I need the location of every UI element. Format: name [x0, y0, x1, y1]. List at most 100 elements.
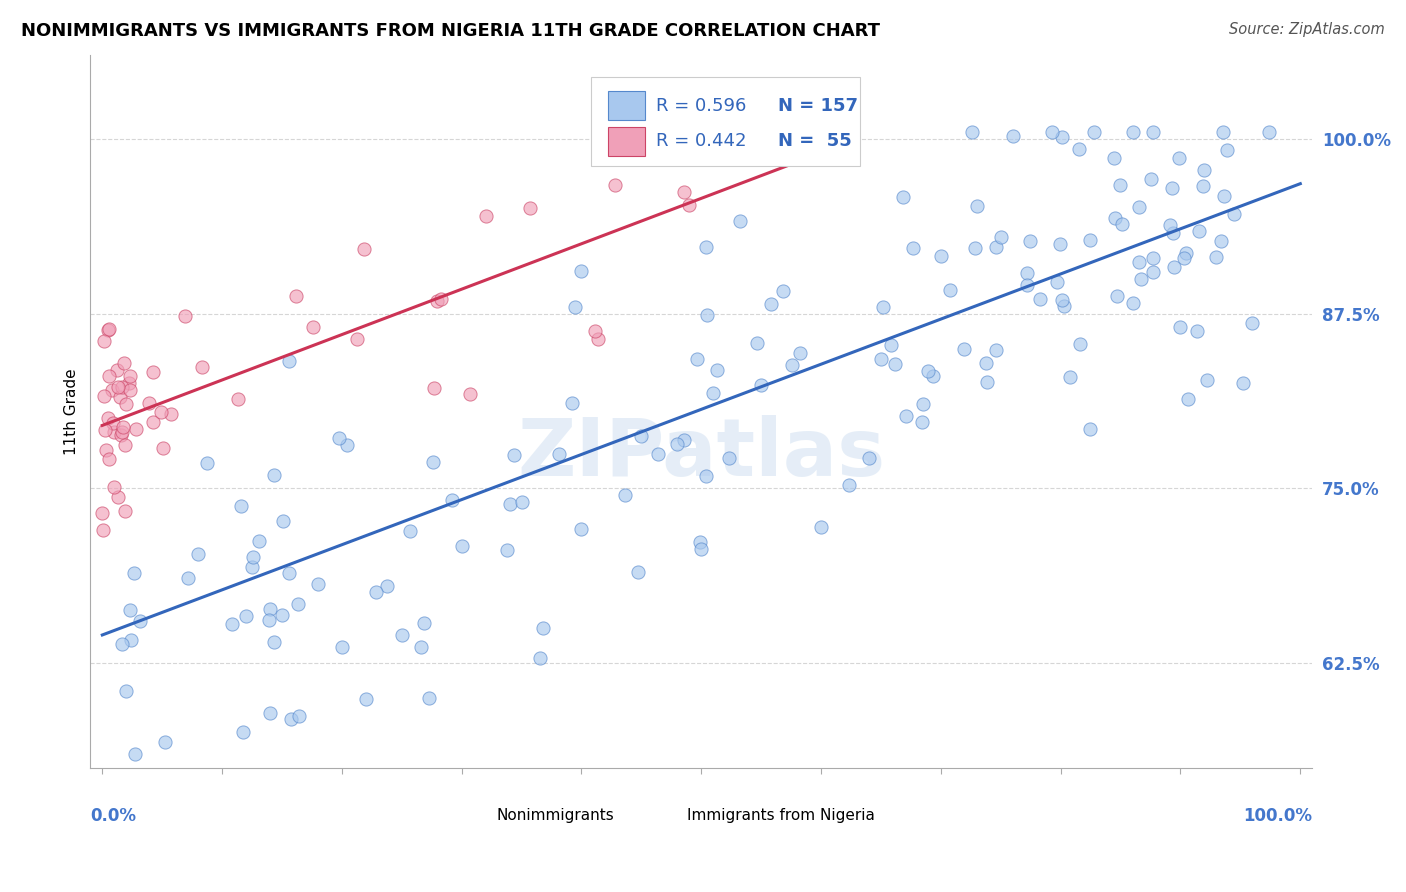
Point — [174, 309, 197, 323]
Point — [984, 240, 1007, 254]
Point — [1159, 218, 1181, 232]
Point — [94, 423, 117, 437]
Point — [107, 380, 129, 394]
Text: R = 0.442: R = 0.442 — [657, 132, 747, 151]
Text: Nonimmigrants: Nonimmigrants — [496, 807, 614, 822]
Point — [271, 514, 294, 528]
Point — [1168, 151, 1191, 165]
Point — [232, 724, 254, 739]
Point — [187, 547, 209, 561]
Point — [1015, 266, 1038, 280]
Point — [872, 300, 894, 314]
Point — [1142, 125, 1164, 139]
Point — [838, 477, 860, 491]
Point — [917, 364, 939, 378]
Point — [627, 565, 650, 579]
Point — [423, 381, 446, 395]
Point — [263, 635, 285, 649]
Point — [548, 446, 571, 460]
Text: 0.0%: 0.0% — [90, 807, 136, 825]
Point — [529, 650, 551, 665]
Point — [974, 356, 997, 370]
Point — [1205, 250, 1227, 264]
Point — [259, 706, 281, 720]
Text: R = 0.596: R = 0.596 — [657, 96, 747, 115]
Point — [1192, 163, 1215, 178]
Point — [1078, 422, 1101, 436]
Point — [242, 549, 264, 564]
Point — [789, 346, 811, 360]
Point — [111, 380, 134, 394]
Point — [115, 397, 138, 411]
FancyBboxPatch shape — [461, 797, 491, 820]
Point — [891, 190, 914, 204]
Point — [97, 323, 120, 337]
Point — [1111, 217, 1133, 231]
Point — [1240, 316, 1263, 330]
Point — [118, 376, 141, 391]
Point — [284, 289, 307, 303]
Point — [911, 415, 934, 429]
Point — [118, 368, 141, 383]
Point — [1177, 392, 1199, 406]
Point — [120, 632, 142, 647]
Point — [240, 560, 263, 574]
Point — [630, 429, 652, 443]
Point — [571, 522, 593, 536]
Point — [91, 523, 114, 537]
Point — [1142, 265, 1164, 279]
Point — [702, 386, 724, 401]
Point — [810, 520, 832, 534]
Point — [354, 692, 377, 706]
Point — [103, 425, 125, 440]
Point — [111, 425, 134, 439]
Point — [98, 451, 121, 466]
FancyBboxPatch shape — [609, 127, 645, 155]
Point — [191, 359, 214, 374]
Point — [1130, 271, 1153, 285]
Point — [966, 199, 988, 213]
Point — [689, 535, 711, 549]
Y-axis label: 11th Grade: 11th Grade — [65, 368, 79, 455]
Point — [301, 319, 323, 334]
Point — [672, 185, 695, 199]
Point — [97, 411, 120, 425]
Point — [328, 431, 350, 445]
Point — [510, 495, 533, 509]
Point — [912, 397, 935, 411]
Point — [111, 637, 134, 651]
Point — [745, 335, 768, 350]
Point — [1192, 179, 1215, 194]
Point — [1029, 293, 1052, 307]
Point — [1185, 324, 1208, 338]
Point — [1174, 245, 1197, 260]
Point — [929, 249, 952, 263]
Point — [749, 378, 772, 392]
Point — [418, 690, 440, 705]
Point — [221, 616, 243, 631]
Point — [391, 628, 413, 642]
Point — [695, 469, 717, 483]
Point — [429, 292, 451, 306]
Point — [1128, 255, 1150, 269]
Point — [870, 352, 893, 367]
Point — [101, 384, 124, 398]
Point — [271, 608, 294, 623]
Point — [695, 240, 717, 254]
Point — [110, 428, 132, 442]
Point — [110, 391, 132, 405]
Point — [1108, 178, 1130, 192]
Point — [1102, 151, 1125, 165]
Text: 100.0%: 100.0% — [1243, 807, 1312, 825]
Point — [346, 332, 368, 346]
Point — [93, 334, 115, 349]
Point — [259, 601, 281, 615]
Point — [91, 506, 114, 520]
Point — [569, 263, 592, 277]
Point — [561, 396, 583, 410]
Point — [963, 241, 986, 255]
Point — [1104, 211, 1126, 225]
Point — [952, 343, 974, 357]
Point — [93, 389, 115, 403]
Point — [686, 352, 709, 367]
